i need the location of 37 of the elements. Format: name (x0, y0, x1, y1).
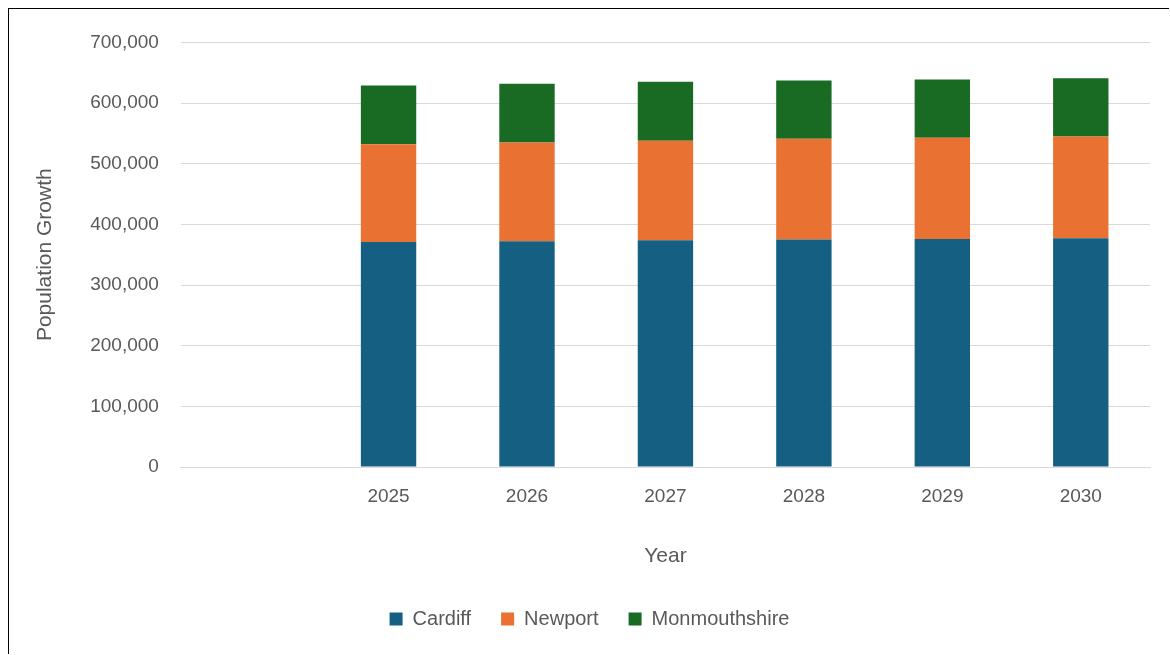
bar (776, 138, 832, 240)
y-axis-title: Population Growth (32, 168, 56, 342)
y-tick-label: 500,000 (90, 151, 159, 173)
bar (776, 80, 832, 139)
y-tick-label: 300,000 (90, 273, 159, 295)
x-tick-label: 2025 (367, 484, 410, 506)
bar (637, 81, 694, 141)
bar (776, 239, 832, 467)
x-tick-label: 2030 (1059, 484, 1102, 506)
bar (499, 241, 555, 467)
bar (1053, 136, 1109, 239)
bar (1053, 78, 1109, 137)
bar (914, 79, 971, 138)
x-tick-label: 2029 (921, 484, 964, 506)
bar (360, 85, 417, 145)
y-tick-label: 700,000 (90, 30, 159, 52)
bar (499, 83, 555, 143)
bar (360, 144, 417, 242)
y-tick-label: 200,000 (90, 333, 159, 355)
bar (914, 137, 971, 239)
bar (499, 142, 555, 242)
bar (637, 240, 694, 467)
legend-label: Newport (524, 606, 600, 629)
y-tick-label: 600,000 (90, 91, 159, 113)
legend-label: Monmouthshire (651, 606, 790, 629)
bar (637, 140, 694, 241)
x-tick-label: 2028 (782, 484, 826, 506)
y-tick-label: 100,000 (90, 394, 159, 416)
bar (1053, 238, 1109, 467)
bar (360, 241, 417, 467)
bar (914, 238, 971, 467)
y-tick-label: 400,000 (90, 212, 159, 234)
x-tick-label: 2026 (505, 484, 549, 506)
legend-label: Cardiff (412, 606, 472, 629)
x-tick-label: 2027 (644, 484, 687, 506)
x-axis-title: Year (644, 543, 687, 567)
y-tick-label: 0 (148, 455, 159, 477)
